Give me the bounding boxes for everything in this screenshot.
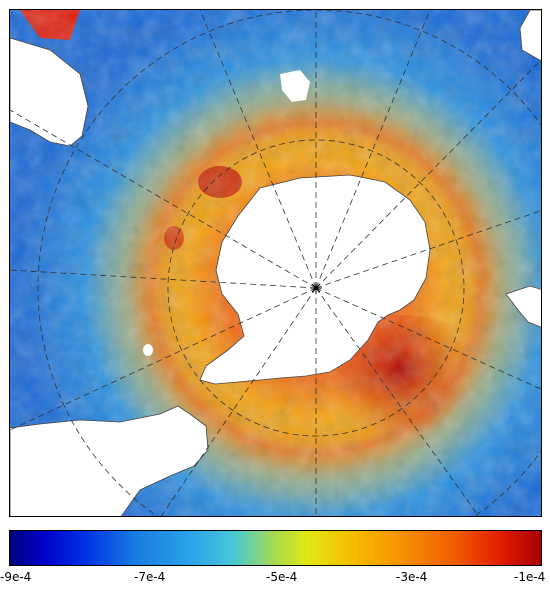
colorbar-tick-label: -1e-4 — [514, 570, 546, 584]
new-zealand-landmass — [505, 285, 541, 328]
graticule — [10, 10, 541, 516]
antarctica-landmass — [199, 174, 431, 385]
meridian-line — [10, 269, 317, 289]
meridian-line — [315, 287, 480, 516]
island-small — [143, 344, 153, 356]
colorbar — [9, 530, 542, 566]
island-kerguelen — [280, 70, 310, 102]
meridian-line — [10, 287, 317, 431]
meridian-line — [315, 287, 541, 390]
south-pole-marker — [310, 282, 322, 294]
colorbar-tick-label: -3e-4 — [396, 570, 428, 584]
latitude-circle-outer — [37, 10, 541, 516]
meridian-line — [10, 109, 317, 289]
africa-landmass — [10, 37, 89, 147]
polar-map — [9, 9, 542, 517]
latitude-circle-inner — [167, 139, 465, 437]
meridian-line — [199, 10, 317, 289]
australia-landmass — [519, 10, 541, 62]
meridian-line — [315, 59, 541, 289]
meridian-line — [315, 10, 431, 289]
colorbar-tick-label: -7e-4 — [134, 570, 166, 584]
colorbar-tick-label: -9e-4 — [0, 570, 32, 584]
meridian-line — [160, 287, 317, 516]
colorbar-tick-label: -5e-4 — [266, 570, 298, 584]
south-america-landmass — [10, 405, 209, 516]
meridian-line — [315, 210, 541, 289]
